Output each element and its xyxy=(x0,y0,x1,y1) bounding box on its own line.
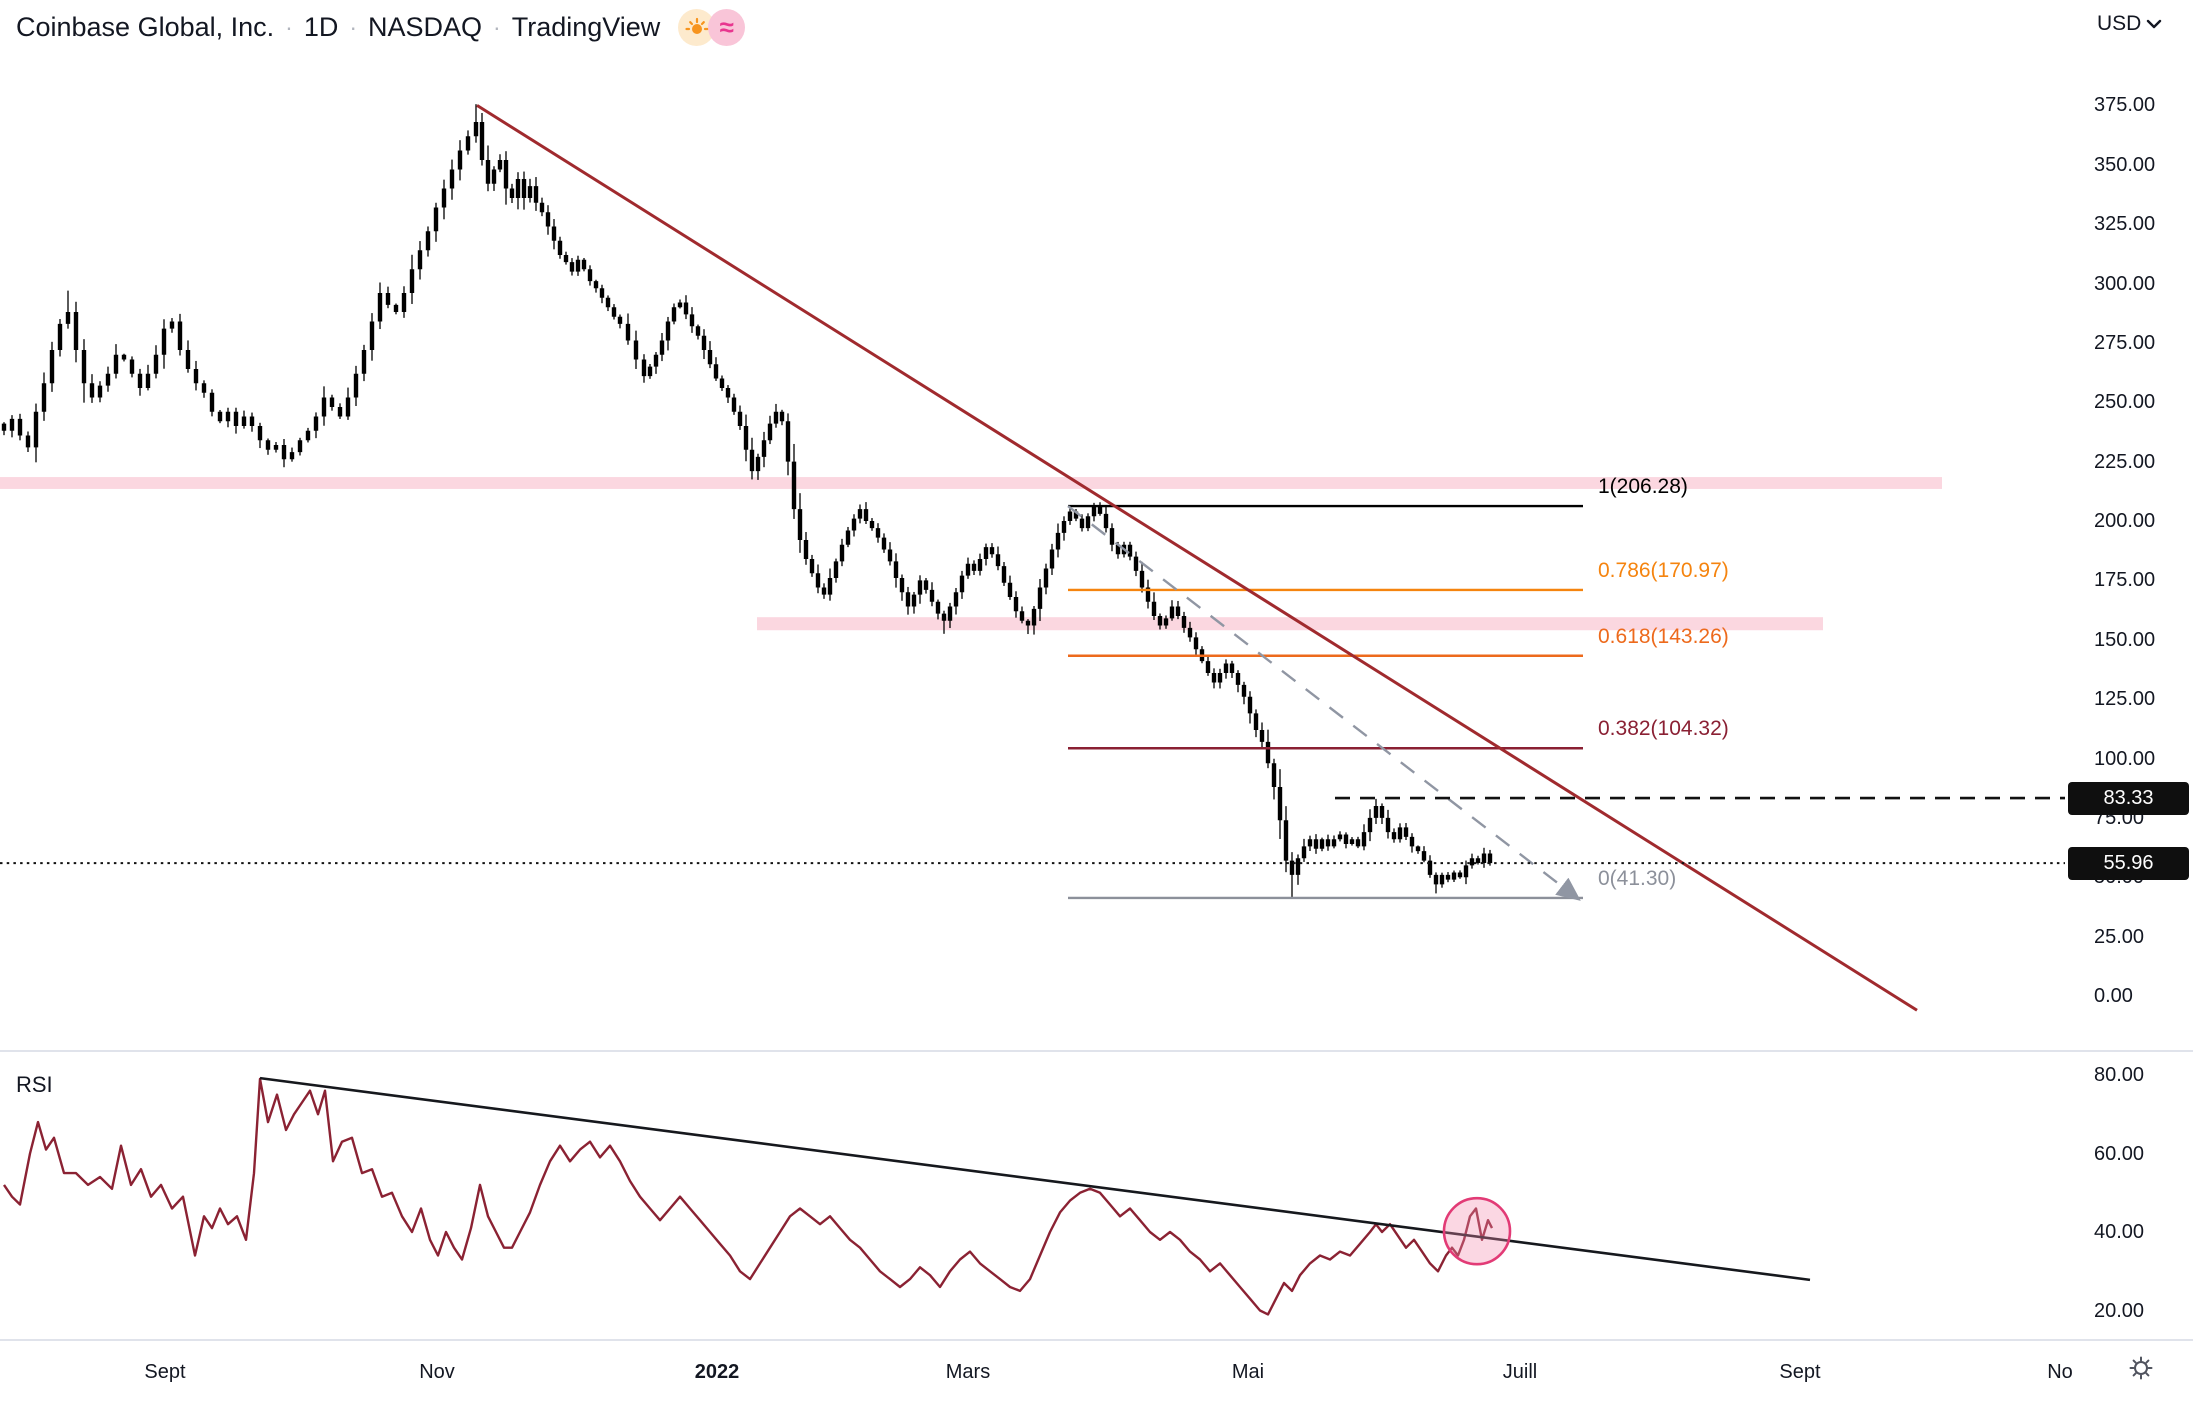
time-axis-label: 2022 xyxy=(694,1361,740,1383)
time-axis-label: Mai xyxy=(1231,1361,1265,1383)
price-axis-label: 375.00 xyxy=(2094,94,2156,117)
candles xyxy=(1,104,1493,898)
price-axis-label: 0.00 xyxy=(2094,985,2133,1007)
waves-icon: ≈ xyxy=(708,9,746,46)
price-axis-label: 150.00 xyxy=(2094,628,2156,651)
rsi-line xyxy=(3,1077,1494,1316)
rsi-axis-label: 60.00 xyxy=(2094,1142,2145,1165)
price-axis-label: 25.00 xyxy=(2094,925,2145,948)
title-separator: · xyxy=(349,14,358,40)
exchange-label: NASDAQ xyxy=(368,12,483,42)
time-axis-label: Sept xyxy=(144,1361,186,1383)
tradingview-label: TradingView xyxy=(511,12,661,42)
price-axis-label: 250.00 xyxy=(2094,391,2156,414)
price-axis-label: 225.00 xyxy=(2094,450,2156,473)
price-axis-label: 350.00 xyxy=(2094,153,2156,176)
price-axis-label: 125.00 xyxy=(2094,688,2156,711)
rsi-axis-label: 40.00 xyxy=(2094,1221,2145,1243)
fib-label-0.382[interactable]: 0.382(104.32) xyxy=(1598,717,1729,741)
price-axis-label: 275.00 xyxy=(2094,331,2156,354)
symbol-title[interactable]: Coinbase Global, Inc. xyxy=(16,12,275,42)
time-axis-label: Nov xyxy=(419,1361,455,1383)
price-axis-label: 200.00 xyxy=(2094,510,2156,532)
title-separator: · xyxy=(493,14,501,40)
rsi-axis-label: 20.00 xyxy=(2094,1299,2145,1322)
fib-label-1[interactable]: 1(206.28) xyxy=(1598,475,1688,499)
price-axis-label: 300.00 xyxy=(2094,272,2156,295)
highlight-zone xyxy=(0,477,1942,489)
currency-selector[interactable]: USD xyxy=(2097,12,2162,36)
chevron-down-icon xyxy=(2147,19,2162,29)
fib-label-0[interactable]: 0(41.30) xyxy=(1598,866,1677,890)
price-trendline xyxy=(476,104,1918,1012)
price-axis-label: 175.00 xyxy=(2094,569,2156,592)
rsi-axis-label: 80.00 xyxy=(2094,1064,2145,1086)
chart-header: Coinbase Global, Inc. · 1D · NASDAQ · Tr… xyxy=(16,9,746,46)
interval-label[interactable]: 1D xyxy=(303,12,339,42)
rsi-breakout-circle xyxy=(1442,1196,1512,1266)
time-axis-label: Mars xyxy=(945,1361,991,1383)
rsi-pane-label[interactable]: RSI xyxy=(16,1072,53,1097)
fib-label-0.786[interactable]: 0.786(170.97) xyxy=(1598,558,1729,582)
price-axis-label: 325.00 xyxy=(2094,213,2156,236)
settings-gear-icon[interactable] xyxy=(2124,1351,2158,1385)
reaction-badges[interactable]: ≈ xyxy=(678,9,746,46)
price-tag-55.96[interactable]: 55.96 xyxy=(2068,847,2189,881)
fib-label-0.618[interactable]: 0.618(143.26) xyxy=(1598,624,1729,648)
price-axis-label: 100.00 xyxy=(2094,747,2156,770)
time-axis-label: No xyxy=(2047,1361,2073,1383)
time-axis-label: Juill xyxy=(1502,1361,1538,1383)
currency-label: USD xyxy=(2097,12,2142,35)
title-separator: · xyxy=(285,14,293,40)
price-tag-83.33[interactable]: 83.33 xyxy=(2068,782,2189,816)
time-axis-label: Sept xyxy=(1779,1361,1821,1383)
rsi-trendline xyxy=(259,1076,1811,1282)
